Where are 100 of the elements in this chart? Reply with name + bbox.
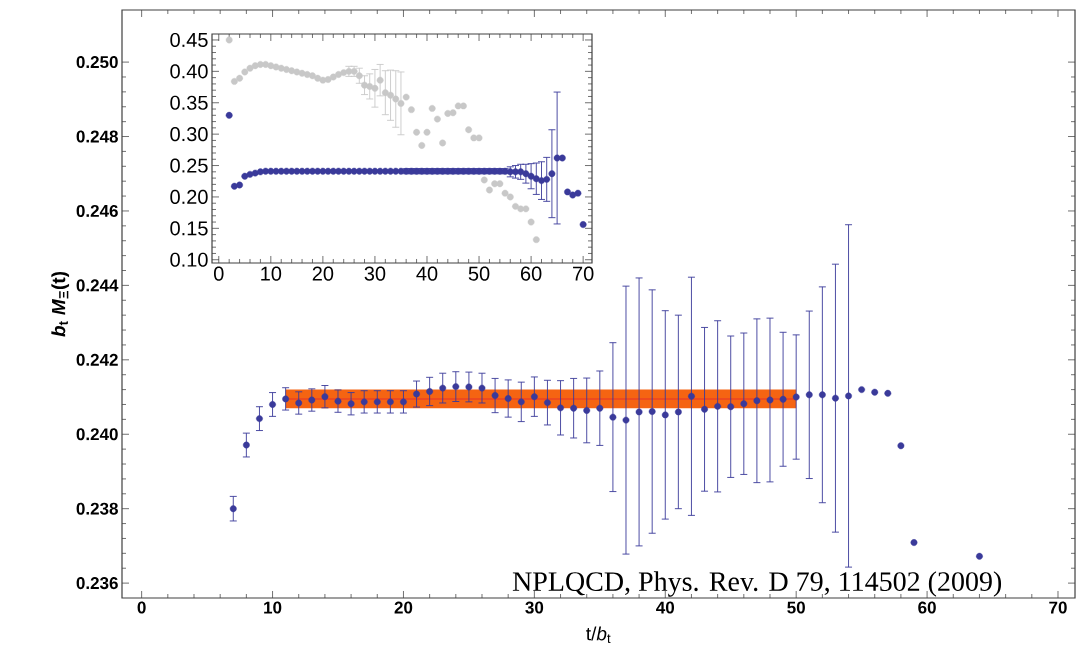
point (308, 396, 316, 404)
y-tick-label: 0.246 (76, 204, 118, 217)
point (491, 392, 499, 399)
y-tick-label: 0.250 (76, 56, 118, 69)
point (418, 142, 426, 149)
point (242, 441, 250, 449)
y-tick-label: 0.45 (170, 32, 208, 48)
x-tick-label: 30 (364, 266, 386, 281)
point (517, 398, 525, 406)
point (347, 400, 355, 408)
point (452, 383, 460, 391)
y-tick-label: 0.238 (76, 502, 118, 515)
point (527, 218, 535, 226)
point (622, 416, 630, 424)
x-tick-label: 70 (1049, 601, 1067, 614)
point (910, 539, 918, 546)
point (727, 403, 735, 411)
point (832, 394, 839, 402)
point (635, 408, 643, 416)
point (413, 128, 420, 136)
y-tick-label: 0.40 (170, 64, 208, 79)
x-tick-label: 70 (573, 266, 594, 281)
x-tick-label: 0 (213, 266, 224, 281)
x-tick-label: 0 (137, 601, 146, 614)
point (475, 134, 483, 142)
y-tick-label: 0.236 (76, 577, 118, 590)
point (434, 115, 441, 123)
point (392, 95, 400, 103)
point (400, 398, 407, 406)
x-axis-title: t/b$_{t}$ (586, 626, 611, 643)
point (753, 397, 761, 405)
point (439, 139, 446, 147)
point (402, 93, 410, 101)
point (779, 395, 787, 403)
x-tick-label: 10 (264, 601, 282, 614)
point (740, 400, 748, 408)
x-tick-label: 40 (416, 266, 438, 281)
point (570, 404, 578, 412)
x-tick-label: 30 (525, 601, 544, 614)
y-tick-label: 0.15 (170, 221, 208, 236)
point (397, 99, 405, 107)
point (478, 384, 486, 392)
point (256, 415, 263, 423)
x-tick-label: 50 (468, 266, 490, 281)
point (532, 236, 540, 244)
point (439, 384, 447, 392)
point (596, 404, 604, 412)
point (225, 36, 233, 44)
point (371, 84, 379, 92)
point (324, 76, 332, 83)
x-tick-label: 10 (261, 266, 282, 281)
point (501, 189, 509, 197)
point (413, 390, 420, 398)
point (229, 505, 237, 513)
point (321, 393, 329, 401)
point (544, 399, 551, 407)
point (295, 399, 303, 407)
point (648, 408, 656, 415)
point (460, 102, 467, 110)
y-tick-label: 0.248 (76, 130, 118, 143)
y-tick-label: 0.25 (170, 158, 208, 173)
point (428, 105, 436, 112)
point (334, 397, 342, 405)
point (976, 552, 983, 560)
point (884, 389, 892, 397)
point (269, 401, 276, 408)
y-tick-label: 0.240 (76, 428, 118, 441)
point (236, 74, 243, 82)
annotation: NPLQCD, Phys. Rev. D 79, 114502 (2009) (512, 571, 1002, 597)
point (407, 106, 415, 114)
point (674, 408, 682, 416)
y-tick-label: 0.20 (170, 189, 208, 205)
point (845, 392, 852, 400)
point (373, 398, 381, 406)
point (246, 64, 254, 72)
point (897, 442, 905, 450)
point (360, 398, 368, 406)
x-tick-label: 20 (312, 266, 334, 281)
point (355, 72, 363, 80)
point (282, 395, 290, 403)
point (661, 411, 669, 419)
point (486, 186, 493, 194)
point (858, 386, 866, 393)
x-tick-label: 20 (394, 601, 413, 614)
point (506, 193, 514, 201)
x-tick-label: 60 (520, 266, 542, 281)
point (557, 404, 564, 412)
x-tick-label: 60 (918, 601, 936, 614)
point (465, 126, 473, 134)
point (465, 383, 473, 391)
point (426, 388, 434, 395)
y-axis-title: b$_{t}$ M$_{Ξ}$(t) (51, 271, 70, 337)
y-tick-label: 0.242 (76, 353, 118, 366)
point (766, 396, 774, 404)
x-tick-label: 50 (787, 601, 805, 614)
y-tick-label: 0.35 (170, 95, 208, 110)
point (522, 205, 530, 213)
point (714, 402, 722, 410)
x-tick-label: 40 (656, 601, 675, 614)
point (449, 109, 457, 117)
